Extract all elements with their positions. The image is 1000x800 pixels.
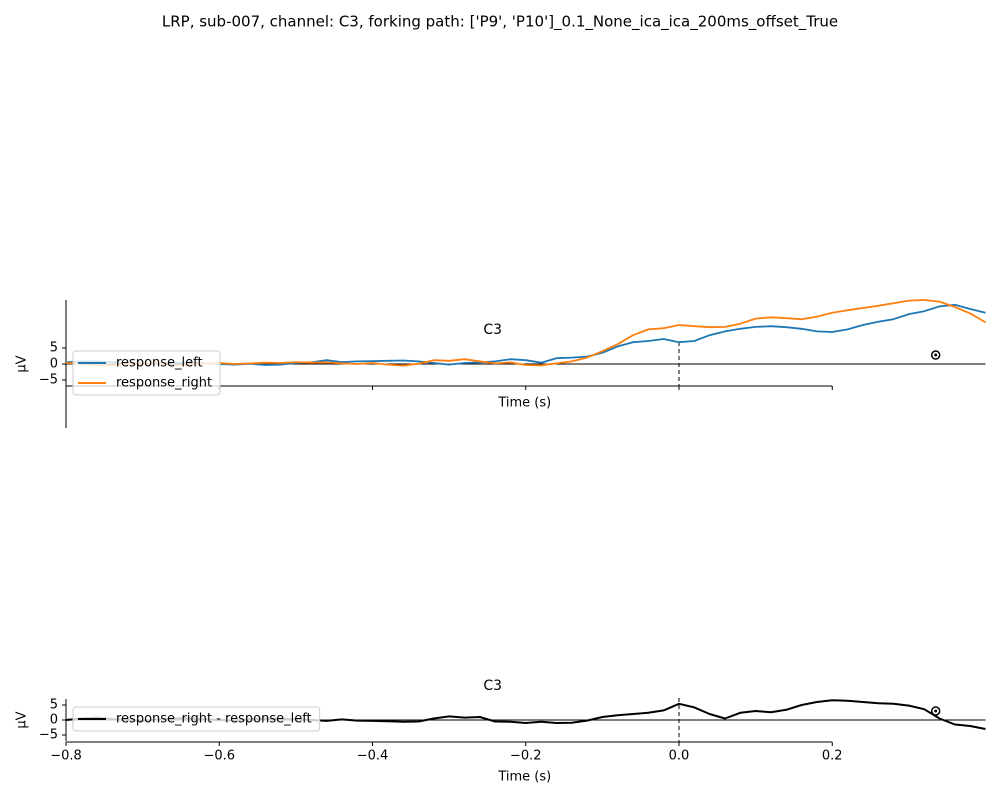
legend-box — [72, 350, 221, 396]
y-axis-label: µV — [15, 355, 30, 372]
y-tick-label: 0 — [50, 357, 58, 372]
x-tick-label: −0.6 — [203, 749, 235, 764]
y-tick-label: 5 — [50, 341, 58, 356]
y-axis-label: µV — [15, 711, 30, 728]
figure-title: LRP, sub-007, channel: C3, forking path:… — [162, 13, 838, 32]
x-axis-label: Time (s) — [497, 396, 551, 411]
legend-label: response_left — [116, 356, 203, 371]
y-tick-label: 0 — [50, 713, 58, 728]
subplot: C3 −505 Time (s) µV response_left response_ri… — [15, 299, 986, 428]
legend-label: response_right — [116, 376, 212, 391]
x-tick-label: −0.4 — [357, 749, 389, 764]
x-tick-label: 0.0 — [669, 749, 690, 764]
x-axis-label: Time (s) — [497, 770, 551, 785]
legend: response_left response_right — [72, 350, 221, 396]
peak-marker-dot — [934, 353, 938, 357]
legend: response_right - response_left — [72, 706, 321, 732]
x-tick-label: −0.8 — [50, 749, 82, 764]
peak-marker — [930, 350, 941, 360]
y-tick-label: 5 — [50, 698, 58, 713]
legend-box — [72, 706, 321, 732]
subplot: C3 −0.8 −0.6 −0.4 −0.2 0.0 0.2 −505 Time (s) µV re… — [15, 678, 986, 785]
peak-marker — [930, 706, 941, 716]
y-tick-label: −5 — [39, 373, 58, 388]
legend-label: response_right - response_left — [116, 712, 312, 727]
x-tick-label: 0.2 — [822, 749, 843, 764]
subplot-title: C3 — [483, 678, 502, 694]
peak-marker-dot — [934, 709, 938, 713]
y-tick-label: −5 — [39, 728, 58, 743]
x-tick-label: −0.2 — [510, 749, 542, 764]
subplot-title: C3 — [483, 322, 502, 338]
